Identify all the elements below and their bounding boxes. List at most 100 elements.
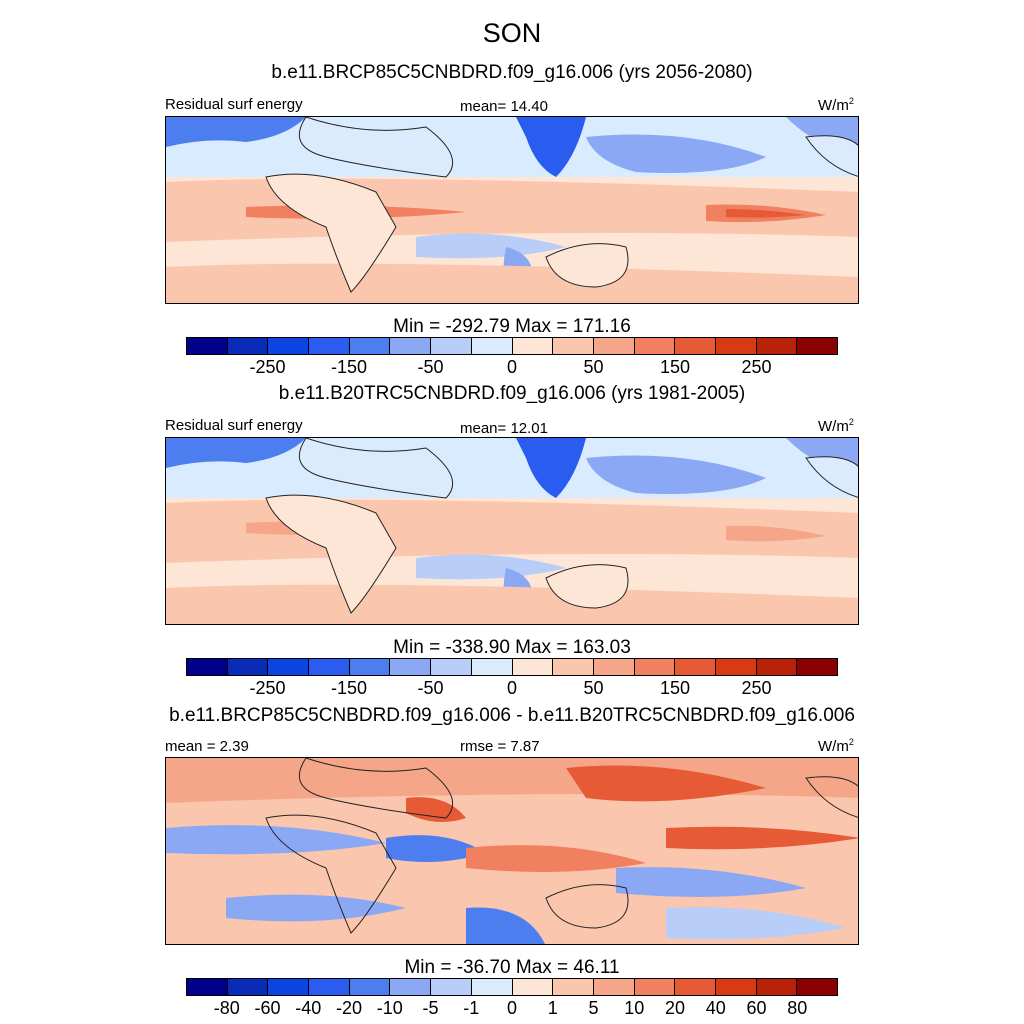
panel-3-colorbar-cell — [431, 979, 472, 995]
panel-3-colorbar-cell — [756, 979, 798, 995]
panel-1-units-sup: 2 — [848, 96, 854, 106]
panel-3-colorbar-tick-label: -60 — [254, 998, 281, 1018]
panel-1-map — [165, 116, 859, 304]
panel-1-colorbar-cell — [309, 338, 350, 354]
panel-3-colorbar-tick-label: 5 — [588, 998, 599, 1018]
panel-2-colorbar-cell — [309, 659, 350, 675]
panel-1-map-svg — [166, 117, 858, 303]
panel-1-colorbar-cell — [390, 338, 432, 354]
panel-2-colorbar-tick-label: -250 — [249, 678, 286, 698]
panel-1-colorbar-cell — [349, 338, 391, 354]
panel-2-units-text: W/m — [818, 418, 849, 435]
panel-3-colorbar-cell — [390, 979, 432, 995]
panel-3-map-svg — [166, 758, 858, 944]
panel-2-colorbar-cell — [227, 659, 269, 675]
panel-3-colorbar-tick-label: -40 — [295, 998, 322, 1018]
panel-3-colorbar-tick-label: -20 — [335, 998, 363, 1018]
panel-1-colorbar-cell — [634, 338, 676, 354]
panel-1-colorbar-cell — [797, 338, 837, 354]
panel-1-colorbar-tick-label: 150 — [659, 357, 691, 377]
panel-1-colorbar-title: Min = -292.79 Max = 171.16 — [393, 316, 631, 337]
panel-1-colorbar-tick-label: 0 — [506, 357, 518, 377]
panel-2-colorbar-ticks: -250 -150 -50 0 50 150 250 — [186, 678, 838, 700]
panel-3-units-sup: 2 — [848, 737, 854, 747]
panel-3-colorbar-tick-label: -80 — [213, 998, 240, 1018]
panel-2-colorbar-cell — [349, 659, 391, 675]
panel-1-colorbar-ticks: -250 -150 -50 0 50 150 250 — [186, 357, 838, 379]
panel-2-colorbar-cell — [715, 659, 757, 675]
panel-1-colorbar-tick-label: -50 — [417, 357, 444, 377]
panel-3-rmse-label: rmse = 7.87 — [460, 738, 540, 755]
panel-1-colorbar-cell — [512, 338, 554, 354]
panel-3-colorbar-ticks: -80 -60 -40 -20 -10 -5 -1 0 1 5 10 20 40 60 80 — [186, 998, 838, 1020]
panel-2-title: b.e11.B20TRC5CNBDRD.f09_g16.006 (yrs 198… — [278, 383, 746, 404]
panel-3-colorbar-tick-label: 20 — [664, 998, 686, 1018]
panel-1-colorbar-cell — [227, 338, 269, 354]
panel-2-colorbar-cell — [553, 659, 594, 675]
panel-3-title: b.e11.BRCP85C5CNBDRD.f09_g16.006 - b.e11… — [169, 705, 855, 726]
panel-3-colorbar — [186, 978, 838, 996]
panel-2-units: W/m2 — [818, 417, 854, 435]
panel-2-colorbar-cell — [593, 659, 635, 675]
panel-3-colorbar-cell — [797, 979, 837, 995]
panel-3-colorbar-tick-label: -5 — [422, 998, 439, 1018]
panel-2-colorbar-cell — [390, 659, 432, 675]
panel-3-colorbar-tick-label: 60 — [746, 998, 767, 1018]
panel-1-colorbar-cell — [593, 338, 635, 354]
panel-3-colorbar-tick-label: 80 — [787, 998, 808, 1018]
panel-1-colorbar-cell — [715, 338, 757, 354]
panel-1-colorbar-cell — [471, 338, 513, 354]
panel-2-colorbar-cell — [512, 659, 554, 675]
panel-3-colorbar-cell — [309, 979, 350, 995]
panel-2-colorbar-tick-label: -50 — [417, 678, 444, 698]
panel-1-colorbar-cell — [187, 338, 228, 354]
panel-2-colorbar-cell — [675, 659, 716, 675]
panel-2-mean-label: mean= 12.01 — [460, 420, 548, 437]
panel-1-colorbar-tick-label: 250 — [741, 357, 772, 377]
panel-3-colorbar-cell — [634, 979, 676, 995]
panel-1-units-text: W/m — [818, 97, 849, 114]
panel-3-colorbar-cell — [471, 979, 513, 995]
panel-1-colorbar-tick-label: -150 — [330, 357, 368, 377]
panel-1-colorbar-tick-label: -250 — [249, 357, 286, 377]
panel-2-colorbar-tick-label: 0 — [506, 678, 518, 698]
panel-1-title: b.e11.BRCP85C5CNBDRD.f09_g16.006 (yrs 20… — [271, 62, 753, 83]
panel-1-colorbar-cell — [675, 338, 716, 354]
panel-1-units: W/m2 — [818, 96, 854, 114]
panel-2-colorbar-tick-label: 50 — [583, 678, 604, 698]
figure-title: SON — [482, 18, 542, 48]
panel-3-colorbar-cell — [553, 979, 594, 995]
panel-1-colorbar-cell — [268, 338, 310, 354]
panel-2-colorbar-cell — [431, 659, 472, 675]
panel-3-colorbar-cell — [715, 979, 757, 995]
panel-2-map — [165, 437, 859, 625]
panel-2-colorbar-cell — [797, 659, 837, 675]
panel-1-variable-label: Residual surf energy — [165, 96, 303, 113]
panel-1-colorbar-cell — [431, 338, 472, 354]
panel-1-colorbar — [186, 337, 838, 355]
panel-3-colorbar-tick-label: -1 — [463, 998, 480, 1018]
panel-3-mean-label: mean = 2.39 — [165, 738, 249, 755]
panel-2-colorbar-cell — [756, 659, 798, 675]
panel-2-colorbar — [186, 658, 838, 676]
panel-2-colorbar-title: Min = -338.90 Max = 163.03 — [393, 637, 631, 658]
panel-3-colorbar-title: Min = -36.70 Max = 46.11 — [404, 957, 620, 978]
panel-3-colorbar-cell — [349, 979, 391, 995]
panel-3-map — [165, 757, 859, 945]
panel-3-colorbar-cell — [227, 979, 269, 995]
panel-2-colorbar-tick-label: -150 — [330, 678, 368, 698]
panel-3-units-text: W/m — [818, 738, 849, 755]
panel-3-colorbar-cell — [187, 979, 228, 995]
panel-2-map-svg — [166, 438, 858, 624]
panel-2-colorbar-tick-label: 250 — [741, 678, 772, 698]
panel-1-colorbar-tick-label: 50 — [583, 357, 604, 377]
panel-1-colorbar-cell — [756, 338, 798, 354]
panel-2-colorbar-cell — [471, 659, 513, 675]
panel-2-colorbar-cell — [634, 659, 676, 675]
panel-2-units-sup: 2 — [848, 417, 854, 427]
panel-3-colorbar-tick-label: 10 — [624, 998, 645, 1018]
panel-3-units: W/m2 — [818, 737, 854, 755]
panel-3-colorbar-tick-label: 40 — [705, 998, 726, 1018]
panel-1-mean-label: mean= 14.40 — [460, 98, 548, 115]
panel-3-colorbar-tick-label: 0 — [506, 998, 518, 1018]
